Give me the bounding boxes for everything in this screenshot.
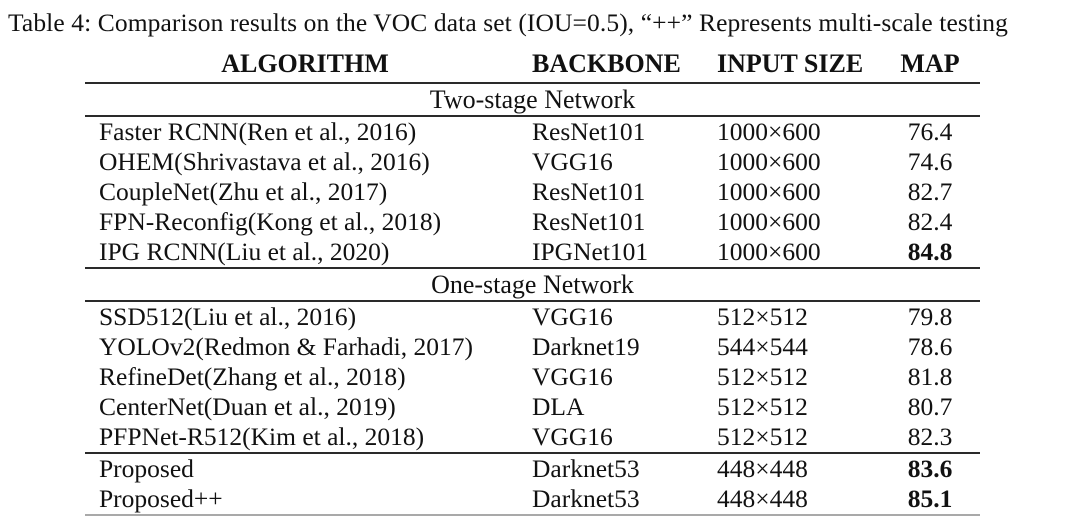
cell-backbone: VGG16: [532, 147, 613, 176]
table-row: Proposed++ Darknet53 448×448 85.1: [85, 484, 980, 515]
cell-input_size: 512×512: [717, 422, 808, 451]
cell-backbone: DLA: [532, 392, 585, 421]
cell-map: 76.4: [907, 117, 953, 146]
comparison-table: ALGORITHM BACKBONE INPUT SIZE MAP Two-stage…: [85, 46, 980, 516]
cell-algorithm: YOLOv2(Redmon & Farhadi, 2017): [99, 332, 473, 361]
cell-input_size: 1000×600: [717, 207, 821, 236]
cell-algorithm: RefineDet(Zhang et al., 2018): [99, 362, 406, 391]
cell-backbone: IPGNet101: [532, 237, 649, 266]
cell-map: 83.6: [907, 454, 953, 483]
cell-map: 80.7: [907, 392, 953, 421]
table-row: IPG RCNN(Liu et al., 2020) IPGNet101 1000×…: [85, 237, 980, 268]
cell-input_size: 448×448: [717, 484, 808, 513]
cell-algorithm: Faster RCNN(Ren et al., 2016): [99, 117, 417, 146]
cell-backbone: ResNet101: [532, 117, 646, 146]
table-caption: Table 4: Comparison results on the VOC d…: [8, 8, 1008, 37]
cell-backbone: VGG16: [532, 422, 613, 451]
cell-map: 85.1: [907, 484, 953, 513]
cell-input_size: 512×512: [717, 392, 808, 421]
cell-map: 78.6: [907, 332, 953, 361]
cell-backbone: VGG16: [532, 302, 613, 331]
cell-input_size: 1000×600: [717, 117, 821, 146]
cell-algorithm: Proposed++: [99, 484, 223, 513]
section-title: One-stage Network: [431, 269, 634, 299]
cell-map: 81.8: [907, 362, 953, 391]
section-title: Two-stage Network: [429, 84, 636, 114]
cell-backbone: Darknet53: [532, 484, 640, 513]
cell-input_size: 512×512: [717, 362, 808, 391]
table-row: RefineDet(Zhang et al., 2018) VGG16 512×51…: [85, 362, 980, 392]
table-row: SSD512(Liu et al., 2016) VGG16 512×512 79.8: [85, 301, 980, 332]
cell-map: 84.8: [907, 237, 953, 266]
cell-algorithm: Proposed: [99, 454, 194, 483]
column-header-backbone: BACKBONE: [532, 49, 681, 78]
cell-map: 82.3: [907, 422, 953, 451]
cell-algorithm: SSD512(Liu et al., 2016): [99, 302, 357, 331]
table-row: OHEM(Shrivastava et al., 2016) VGG16 1000×…: [85, 147, 980, 177]
table-row: Proposed Darknet53 448×448 83.6: [85, 453, 980, 484]
cell-input_size: 512×512: [717, 302, 808, 331]
cell-input_size: 1000×600: [717, 177, 821, 206]
cell-algorithm: OHEM(Shrivastava et al., 2016): [99, 147, 430, 176]
table-row: PFPNet-R512(Kim et al., 2018) VGG16 512×51…: [85, 422, 980, 453]
column-header-map: MAP: [900, 49, 960, 78]
table-header: ALGORITHM BACKBONE INPUT SIZE MAP: [85, 46, 980, 83]
cell-map: 79.8: [907, 302, 953, 331]
cell-input_size: 1000×600: [717, 147, 821, 176]
column-header-algorithm: ALGORITHM: [221, 49, 389, 78]
cell-backbone: VGG16: [532, 362, 613, 391]
cell-backbone: Darknet19: [532, 332, 640, 361]
table-row: CenterNet(Duan et al., 2019) DLA 512×512 80…: [85, 392, 980, 422]
cell-backbone: Darknet53: [532, 454, 640, 483]
cell-algorithm: FPN-Reconfig(Kong et al., 2018): [99, 207, 442, 236]
cell-map: 82.4: [907, 207, 953, 236]
cell-algorithm: IPG RCNN(Liu et al., 2020): [99, 237, 390, 266]
header-row: ALGORITHM BACKBONE INPUT SIZE MAP: [85, 46, 980, 83]
cell-algorithm: CenterNet(Duan et al., 2019): [99, 392, 396, 421]
table-row: FPN-Reconfig(Kong et al., 2018) ResNet101…: [85, 207, 980, 237]
cell-algorithm: CoupleNet(Zhu et al., 2017): [99, 177, 388, 206]
cell-algorithm: PFPNet-R512(Kim et al., 2018): [99, 422, 425, 451]
cell-input_size: 544×544: [717, 332, 808, 361]
cell-input_size: 1000×600: [717, 237, 821, 266]
cell-backbone: ResNet101: [532, 207, 646, 236]
table-row: CoupleNet(Zhu et al., 2017) ResNet101 1000…: [85, 177, 980, 207]
cell-backbone: ResNet101: [532, 177, 646, 206]
cell-map: 82.7: [907, 177, 953, 206]
table-row: Faster RCNN(Ren et al., 2016) ResNet101 10…: [85, 116, 980, 147]
table-row: YOLOv2(Redmon & Farhadi, 2017) Darknet19 5…: [85, 332, 980, 362]
cell-map: 74.6: [907, 147, 953, 176]
column-header-input_size: INPUT SIZE: [717, 49, 864, 78]
section-row: One-stage Network: [85, 268, 980, 301]
cell-input_size: 448×448: [717, 454, 808, 483]
section-row: Two-stage Network: [85, 83, 980, 116]
table-body: Two-stage Network Faster RCNN(Ren et al.,…: [85, 83, 980, 515]
